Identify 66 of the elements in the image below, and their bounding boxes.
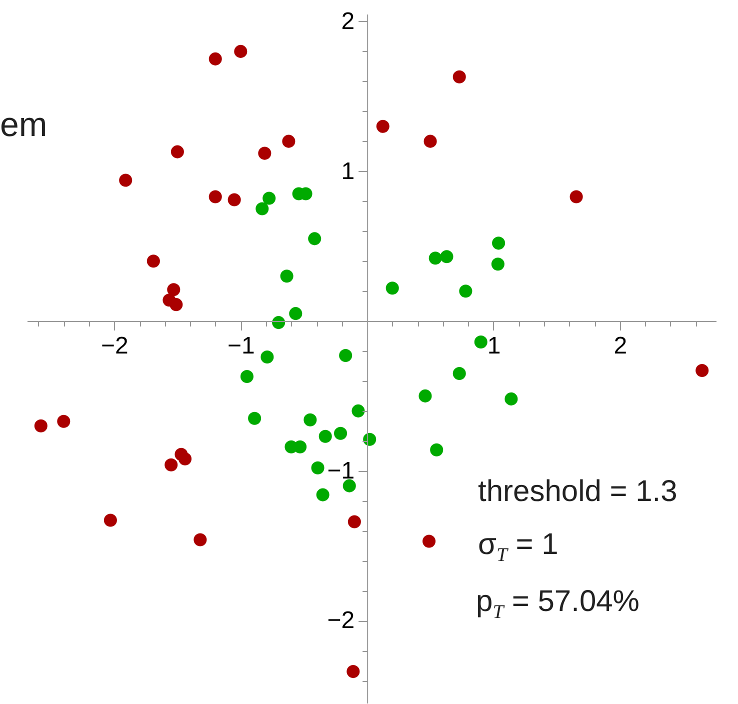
point	[294, 440, 307, 454]
point	[474, 336, 488, 349]
point	[452, 366, 466, 380]
x-tick-label: 1	[487, 332, 501, 360]
y-tick-label: 2	[341, 8, 355, 35]
point	[339, 349, 352, 362]
point	[119, 174, 132, 187]
x-tick-label: 2	[614, 332, 628, 360]
point	[316, 488, 330, 502]
point	[208, 52, 222, 66]
point	[459, 284, 472, 298]
point	[342, 479, 356, 492]
point	[696, 364, 709, 377]
point	[352, 404, 365, 418]
y-tick-label: −1	[327, 457, 355, 484]
point	[260, 350, 274, 364]
point	[334, 426, 348, 440]
point	[348, 515, 361, 528]
point	[167, 283, 180, 296]
point	[440, 250, 454, 264]
point	[430, 443, 444, 456]
point	[240, 370, 254, 383]
point	[282, 134, 296, 148]
point	[311, 461, 324, 474]
point	[178, 452, 192, 466]
point	[170, 298, 183, 312]
point	[146, 254, 160, 268]
annotation: p$_{T}$ = 57.04%	[476, 585, 640, 624]
point	[234, 44, 248, 58]
point	[346, 665, 360, 678]
point	[428, 252, 442, 265]
point	[57, 414, 70, 428]
annotation: em	[0, 106, 48, 145]
y-tick-label: −2	[327, 607, 355, 634]
point	[418, 389, 432, 402]
point	[256, 202, 269, 216]
point	[34, 419, 48, 432]
point	[104, 514, 117, 527]
x-tick-label: −1	[227, 332, 255, 360]
point	[424, 134, 437, 148]
point	[422, 534, 436, 548]
point	[170, 145, 184, 158]
point	[194, 533, 207, 546]
point	[164, 458, 178, 472]
x-tick-label: −2	[101, 332, 128, 360]
point	[258, 146, 272, 160]
point	[491, 258, 504, 271]
point	[504, 392, 518, 406]
y-tick-label: 1	[341, 158, 355, 185]
point	[376, 120, 390, 133]
point	[492, 236, 506, 250]
point	[280, 270, 294, 283]
point	[248, 412, 262, 425]
point	[304, 413, 317, 426]
point	[208, 190, 222, 204]
point	[386, 282, 399, 295]
annotation: σ$_{T}$ = 1	[478, 528, 558, 567]
point	[228, 193, 241, 206]
point	[262, 192, 276, 205]
point	[452, 70, 466, 84]
point	[570, 190, 583, 204]
point	[318, 430, 332, 443]
point	[289, 307, 302, 320]
point	[308, 232, 322, 246]
point	[272, 316, 286, 330]
annotation: threshold = 1.3	[478, 475, 678, 509]
